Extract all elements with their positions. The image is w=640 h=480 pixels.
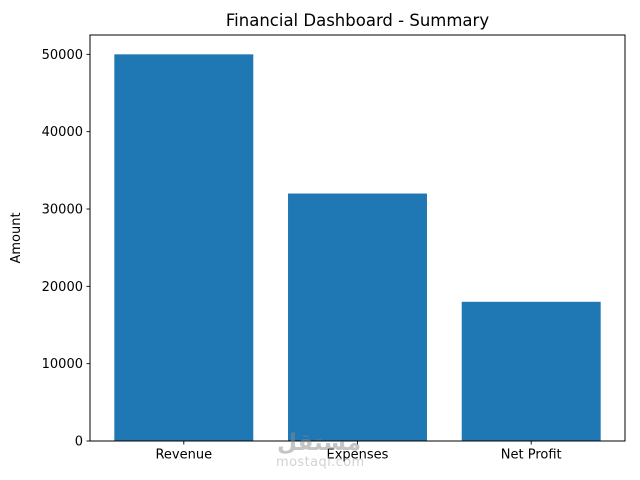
x-tick-label: Net Profit — [501, 448, 562, 463]
y-tick-label: 50000 — [42, 48, 83, 63]
plot-area: 0 10000 20000 30000 40000 50000 Revenue Expense… — [42, 34, 626, 463]
bar-expenses — [288, 193, 427, 441]
x-tick-label: Expenses — [327, 448, 389, 463]
y-axis-label: Amount — [9, 212, 24, 263]
bar-net-profit — [461, 301, 601, 441]
y-tick-label: 10000 — [42, 357, 83, 372]
x-tick-label: Revenue — [155, 448, 212, 463]
y-tick-label: 20000 — [42, 280, 83, 295]
plot-border — [89, 34, 626, 442]
chart-title: Financial Dashboard - Summary — [226, 11, 489, 30]
y-tick-label: 40000 — [42, 125, 83, 140]
bar-revenue — [114, 54, 254, 441]
y-tick-label: 0 — [75, 435, 83, 450]
y-tick-label: 30000 — [42, 203, 83, 218]
